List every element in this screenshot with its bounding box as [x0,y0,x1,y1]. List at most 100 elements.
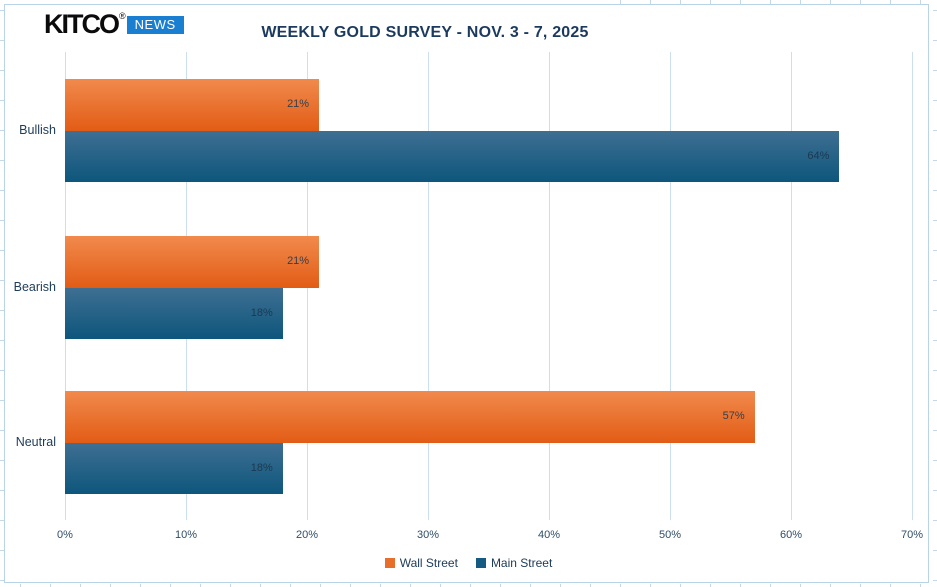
bar-wall-street [65,79,320,131]
edge-tick [0,340,4,341]
gridline [549,52,550,520]
chart-title: WEEKLY GOLD SURVEY - NOV. 3 - 7, 2025 [261,24,589,41]
edge-tick [860,0,861,4]
edge-tick [933,190,937,191]
x-axis-tick-label: 20% [295,529,319,541]
bar-main-street [65,130,840,182]
edge-tick [0,310,4,311]
bar-wall-street [65,391,755,443]
edge-tick [590,584,591,587]
x-axis-tick-label: 30% [416,529,440,541]
edge-tick [20,584,21,587]
edge-tick [933,40,937,41]
edge-tick [800,584,801,587]
edge-tick [0,70,4,71]
edge-tick [290,584,291,587]
x-axis-tick-label: 60% [779,529,803,541]
edge-tick [0,160,4,161]
edge-tick [500,584,501,587]
edge-tick [170,584,171,587]
legend-label-wall-street: Wall Street [399,556,458,570]
bar-main-street [65,287,283,339]
edge-tick [110,584,111,587]
edge-tick [0,100,4,101]
x-axis-tick-label: 70% [900,529,924,541]
gridline [670,52,671,520]
edge-tick [680,0,681,4]
legend-item-wall-street: Wall Street [384,556,458,570]
edge-tick [710,0,711,4]
edge-tick [890,584,891,587]
edge-tick [740,0,741,4]
edge-tick [410,584,411,587]
x-axis-tick-label: 50% [658,529,682,541]
legend-item-main-street: Main Street [475,556,553,570]
edge-tick [933,370,937,371]
edge-tick [800,0,801,4]
edge-tick [620,0,621,4]
edge-tick [0,400,4,401]
chart-frame-border [4,4,929,583]
edge-tick [0,40,4,41]
edge-tick [80,584,81,587]
edge-tick [860,584,861,587]
edge-tick [440,584,441,587]
edge-tick [710,584,711,587]
edge-tick [770,584,771,587]
gridline [428,52,429,520]
legend-label-main-street: Main Street [490,556,553,570]
edge-tick [650,584,651,587]
edge-tick [933,460,937,461]
edge-tick [560,584,561,587]
edge-tick [0,280,4,281]
edge-tick [0,490,4,491]
edge-tick [620,584,621,587]
edge-tick [0,370,4,371]
x-axis-tick-label: 10% [174,529,198,541]
x-axis-tick-label: 0% [57,529,73,541]
kitco-logo-text: KITCO [44,9,120,39]
bar-wall-street [65,236,320,288]
edge-tick [933,10,937,11]
edge-tick [140,584,141,587]
gridline [912,52,913,520]
category-label: Bearish [13,279,56,294]
edge-tick [933,490,937,491]
edge-tick [0,220,4,221]
main-street-swatch-icon [475,558,486,568]
edge-tick [0,520,4,521]
edge-tick [0,580,4,581]
edge-tick [200,584,201,587]
edge-tick [0,430,4,431]
edge-tick [920,0,921,4]
x-axis-tick-label: 40% [537,529,561,541]
edge-tick [933,550,937,551]
edge-tick [933,280,937,281]
edge-tick [830,0,831,4]
edge-tick [230,584,231,587]
edge-tick [933,340,937,341]
edge-tick [680,584,681,587]
registered-trademark-symbol: ® [119,10,126,21]
edge-tick [933,220,937,221]
category-label: Neutral [15,434,56,449]
edge-tick [933,310,937,311]
edge-tick [933,160,937,161]
edge-tick [0,130,4,131]
news-logo-badge: NEWS [126,15,184,34]
edge-tick [0,550,4,551]
edge-tick [830,584,831,587]
edge-tick [933,400,937,401]
edge-tick [530,584,531,587]
edge-tick [0,10,4,11]
kitco-news-logo: KITCO ® NEWS [44,11,184,38]
bar-main-street [65,442,283,494]
edge-tick [933,250,937,251]
legend: Wall Street Main Street [0,556,937,570]
edge-tick [0,460,4,461]
edge-tick [350,584,351,587]
edge-tick [380,584,381,587]
edge-tick [933,520,937,521]
edge-tick [933,130,937,131]
